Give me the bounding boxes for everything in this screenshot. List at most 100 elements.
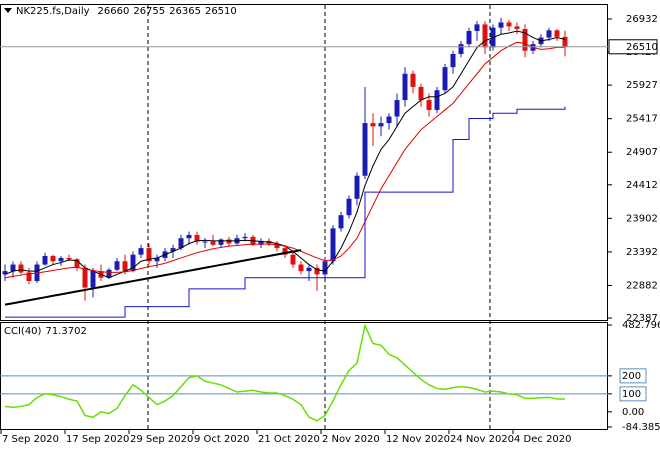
candle-body bbox=[202, 241, 208, 243]
symbol: NK225.fs,Daily bbox=[16, 6, 90, 17]
candle-body bbox=[290, 254, 296, 265]
candle-body bbox=[330, 228, 336, 262]
candle-body bbox=[346, 198, 352, 216]
header: NK225.fs,Daily 26660 26755 26365 26510 bbox=[16, 6, 237, 17]
candle-body bbox=[482, 24, 488, 48]
candle-body bbox=[154, 257, 160, 262]
candle-body bbox=[522, 29, 528, 51]
ohlc-high: 26755 bbox=[133, 6, 165, 17]
candle-body bbox=[418, 86, 424, 101]
layer: 2693226427259272541724907244122390223392… bbox=[0, 14, 660, 445]
candle-body bbox=[122, 261, 128, 272]
candle-body bbox=[506, 22, 512, 27]
y-tick-label: 25417 bbox=[626, 114, 658, 125]
candle-body bbox=[170, 248, 176, 252]
candle-body bbox=[370, 123, 376, 127]
menu-arrow bbox=[4, 8, 12, 13]
ohlc-close: 26510 bbox=[205, 6, 237, 17]
ohlc-low: 26365 bbox=[169, 6, 201, 17]
candle-body bbox=[322, 261, 328, 275]
candle-body bbox=[386, 116, 392, 124]
candle-body bbox=[242, 236, 248, 239]
candle-body bbox=[546, 30, 552, 38]
level-box bbox=[619, 386, 647, 402]
candle-body bbox=[402, 73, 408, 101]
candle-body bbox=[2, 271, 8, 275]
y-tick-label: 482.7966 bbox=[622, 320, 660, 331]
y-tick-label: 24907 bbox=[626, 147, 658, 158]
candle-body bbox=[42, 255, 48, 265]
candle-body bbox=[226, 239, 232, 244]
candle-body bbox=[282, 248, 288, 255]
indicator-line bbox=[5, 106, 566, 318]
candle-body bbox=[274, 243, 280, 249]
candle-body bbox=[434, 90, 440, 110]
candle-body bbox=[18, 264, 24, 273]
candle-body bbox=[114, 261, 120, 270]
x-tick-label: 24 Nov 2020 bbox=[450, 434, 514, 445]
x-tick-label: 12 Nov 2020 bbox=[386, 434, 450, 445]
candle-body bbox=[378, 123, 384, 127]
candle-body bbox=[562, 36, 568, 47]
candle-body bbox=[458, 44, 464, 55]
candle-body bbox=[50, 255, 56, 262]
candle-body bbox=[146, 248, 152, 262]
candle-body bbox=[442, 67, 448, 91]
cci-header: CCI(40) 71.3702 bbox=[4, 326, 87, 337]
indicator-line bbox=[4, 41, 565, 279]
x-tick-label: 17 Sep 2020 bbox=[66, 434, 129, 445]
y-tick-label: 23902 bbox=[626, 213, 658, 224]
candle-body bbox=[450, 54, 456, 68]
y-tick-label: 0.00 bbox=[622, 407, 644, 418]
candle-body bbox=[314, 267, 320, 275]
candle-body bbox=[354, 175, 360, 199]
candle-body bbox=[298, 264, 304, 272]
candle-body bbox=[410, 73, 416, 87]
candle-body bbox=[90, 271, 96, 288]
x-tick-label: 9 Oct 2020 bbox=[194, 434, 249, 445]
y-tick-label: 100 bbox=[622, 389, 641, 400]
candle-body bbox=[338, 215, 344, 229]
candle-body bbox=[26, 272, 32, 281]
y-tick-label: 200 bbox=[622, 371, 641, 382]
price-panel bbox=[0, 4, 608, 321]
y-tick-label: 24412 bbox=[626, 180, 658, 191]
candle-body bbox=[58, 257, 64, 262]
candle-body bbox=[74, 259, 80, 268]
candle-body bbox=[218, 239, 224, 245]
y-tick-label: 22387 bbox=[626, 313, 658, 324]
x-tick-label: 29 Sep 2020 bbox=[130, 434, 193, 445]
x-tick-label: 4 Dec 2020 bbox=[514, 434, 572, 445]
candle-body bbox=[514, 26, 520, 30]
cci-title: CCI(40) bbox=[4, 326, 42, 337]
candle-body bbox=[258, 240, 264, 245]
level-box bbox=[619, 368, 647, 384]
candle-body bbox=[362, 123, 368, 176]
candle-body bbox=[394, 100, 400, 117]
candle-body bbox=[554, 30, 560, 37]
x-tick-label: 21 Oct 2020 bbox=[258, 434, 320, 445]
cci-last: 71.3702 bbox=[45, 326, 86, 337]
candle-body bbox=[210, 241, 216, 245]
indicator-line bbox=[4, 249, 302, 306]
cci-line bbox=[4, 323, 566, 422]
candle-body bbox=[10, 264, 16, 272]
candle-body bbox=[106, 269, 112, 278]
y-tick-label: 26932 bbox=[626, 14, 658, 25]
candle-body bbox=[474, 24, 480, 31]
x-tick-label: 2 Nov 2020 bbox=[322, 434, 380, 445]
last-price-box bbox=[608, 39, 658, 55]
candle-body bbox=[186, 234, 192, 239]
candle-body bbox=[466, 30, 472, 45]
candle-body bbox=[306, 267, 312, 272]
y-tick-label: 22882 bbox=[626, 280, 658, 291]
ohlc-open: 26660 bbox=[98, 6, 130, 17]
candle-body bbox=[426, 100, 432, 110]
candle-body bbox=[178, 238, 184, 249]
y-tick-label: 25927 bbox=[626, 80, 658, 91]
candle-body bbox=[498, 22, 504, 28]
candle-body bbox=[82, 267, 88, 288]
y-tick-label: 23392 bbox=[626, 247, 658, 258]
